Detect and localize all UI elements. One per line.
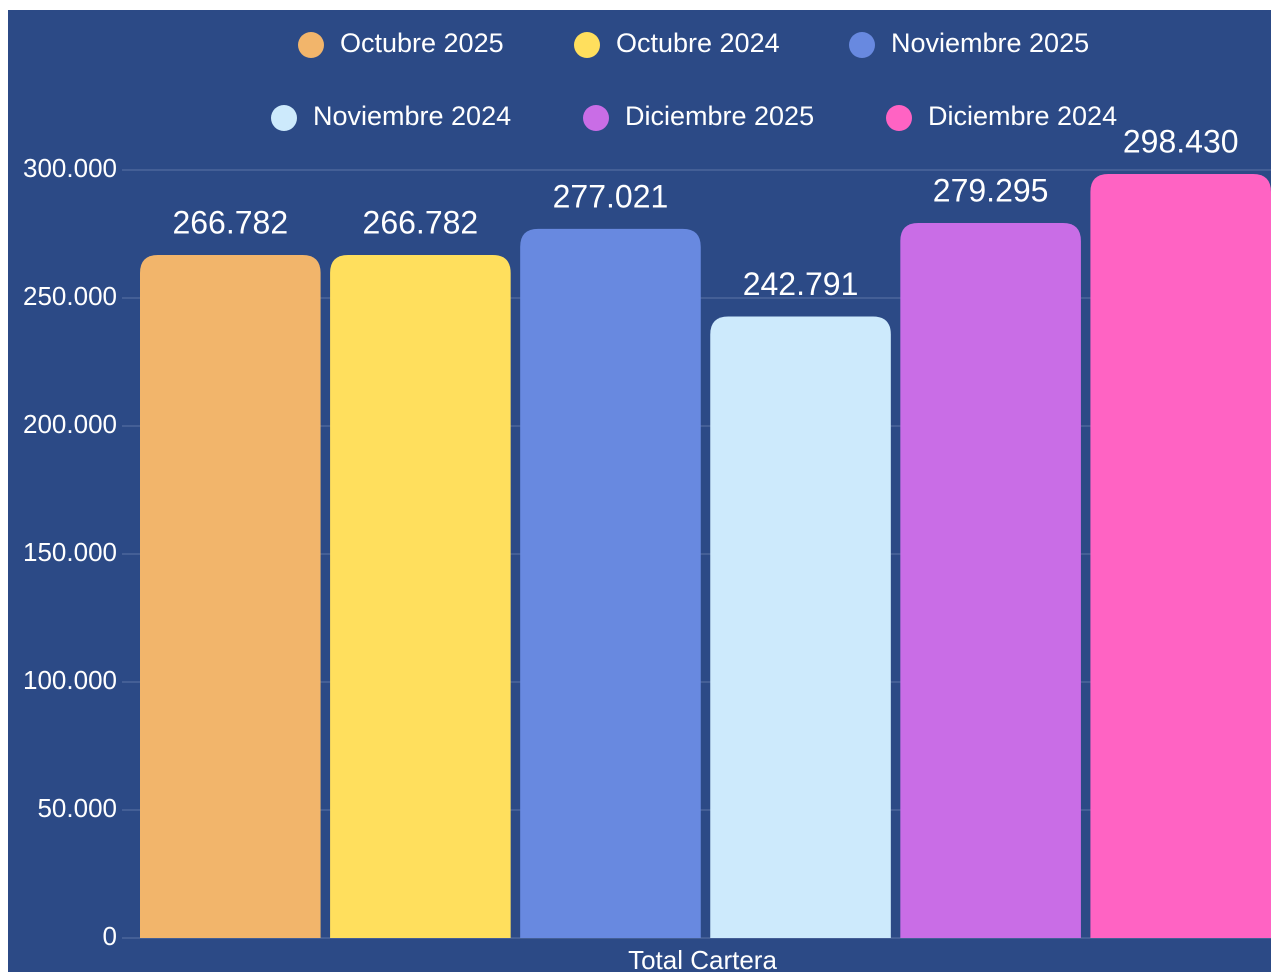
legend-label: Octubre 2024	[616, 28, 780, 58]
y-tick-label: 250.000	[23, 281, 117, 311]
y-tick-label: 50.000	[37, 793, 117, 823]
bar	[900, 223, 1081, 938]
legend-label: Noviembre 2025	[891, 28, 1089, 58]
data-label: 242.791	[743, 266, 859, 302]
legend-swatch	[583, 105, 609, 131]
legend-label: Noviembre 2024	[313, 101, 511, 131]
y-tick-label: 300.000	[23, 153, 117, 183]
legend-swatch	[849, 32, 875, 58]
bar	[1090, 174, 1271, 939]
legend-swatch	[298, 32, 324, 58]
data-label: 266.782	[363, 204, 479, 240]
y-tick-label: 100.000	[23, 665, 117, 695]
data-label: 279.295	[933, 172, 1049, 208]
data-label: 277.021	[553, 178, 669, 214]
bar	[140, 255, 321, 938]
legend-swatch	[574, 32, 600, 58]
y-tick-label: 150.000	[23, 537, 117, 567]
bar	[520, 228, 701, 938]
x-tick-label: Total Cartera	[628, 945, 777, 972]
data-label: 298.430	[1123, 123, 1239, 159]
y-tick-label: 200.000	[23, 409, 117, 439]
legend-label: Diciembre 2025	[625, 101, 814, 131]
bar	[710, 316, 891, 938]
legend-swatch	[271, 105, 297, 131]
data-label: 266.782	[172, 204, 288, 240]
legend-label: Octubre 2025	[340, 28, 504, 58]
legend-label: Diciembre 2024	[928, 101, 1117, 131]
bar	[330, 255, 511, 938]
y-tick-label: 0	[103, 921, 117, 951]
legend-swatch	[886, 105, 912, 131]
